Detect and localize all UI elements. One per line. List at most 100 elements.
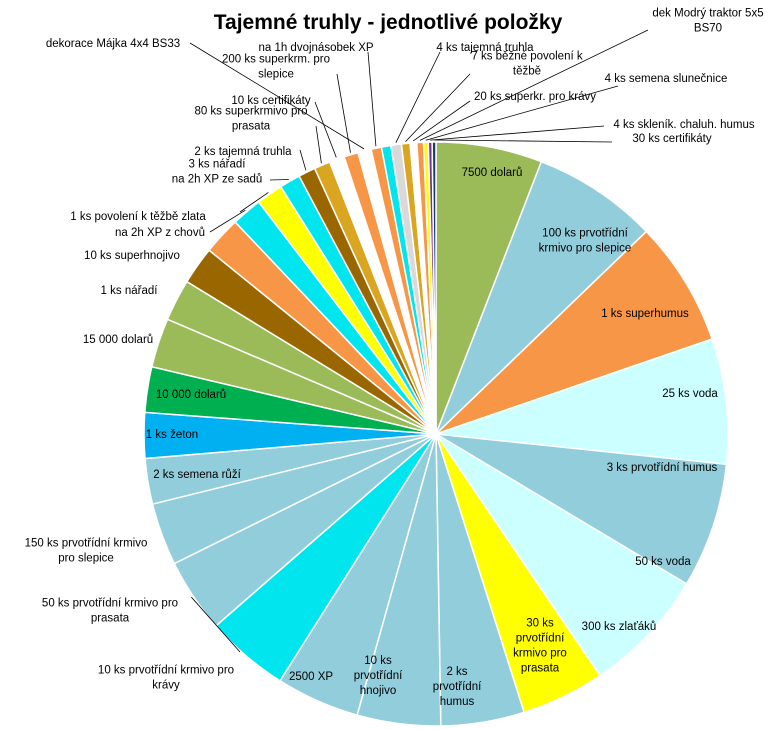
slice-label-line: 80 ks superkrmivo pro <box>194 106 307 118</box>
slice-label: 10 000 dolarů <box>156 389 226 401</box>
slice-label-line: 10 ks certifikáty <box>231 95 310 107</box>
leader-line <box>189 42 365 150</box>
slice-label-line: 4 ks skleník. chaluh. humus <box>613 119 755 131</box>
slice-label: 20 ks superkr. pro krávy <box>474 91 596 103</box>
leader-line <box>367 51 377 147</box>
slice-label: 50 ks voda <box>635 556 691 568</box>
slice-label: 2500 XP <box>289 671 333 683</box>
slice-label-line: krmivo pro slepice <box>539 243 632 255</box>
pie-slice <box>435 160 648 435</box>
slice-label: 10 ks certifikáty <box>231 95 310 107</box>
slice-label: 1 ks žeton <box>146 429 198 441</box>
pie-slice <box>435 433 728 585</box>
slice-label-line: humus <box>440 696 475 708</box>
slice-label: 25 ks voda <box>662 388 718 400</box>
slice-label: 4 ks tajemná truhla <box>436 42 534 54</box>
slice-label-line: slepice <box>258 69 294 81</box>
pie-slice <box>435 338 729 466</box>
slice-label-line: 10 ks superhnojivo <box>84 250 180 262</box>
slice-label-line: hnojivo <box>360 685 396 697</box>
slice-label-line: prasata <box>232 121 271 133</box>
slice-label-line: 4 ks tajemná truhla <box>436 42 534 54</box>
slice-label-line: 4 ks semena slunečnice <box>605 73 728 85</box>
slice-label-line: 30 ks certifikáty <box>632 133 711 145</box>
leader-line <box>425 85 619 141</box>
slice-label: 30 ks certifikáty <box>632 133 711 145</box>
slice-label-line: pro slepice <box>58 553 114 565</box>
slice-label: 300 ks zlaťáků <box>582 621 657 633</box>
slice-label-line: 10 ks prvotřídní krmivo pro <box>98 665 234 677</box>
slice-label-line: 7 ks běžné povolení k <box>471 51 582 63</box>
slice-label-line: krmivo pro <box>513 648 567 660</box>
slice-label: 200 ks superkrm. pro slepice <box>222 54 330 81</box>
slice-label: 10 ks prvotřídní krmivo pro krávy <box>98 665 234 692</box>
slice-label-line: 1 ks žeton <box>146 429 198 441</box>
slice-label-line: 1 ks nářadí <box>101 285 159 297</box>
leader-line <box>434 139 613 143</box>
slice-label: dekorace Májka 4x4 BS33 <box>46 38 180 50</box>
slice-label: 10 ks prvotřídní hnojivo <box>354 655 403 697</box>
slice-label: 15 000 dolarů <box>83 334 153 346</box>
leader-line <box>405 73 471 142</box>
leader-line <box>239 192 269 213</box>
slice-label-line: 10 ks <box>364 655 392 667</box>
slice-label-line: 10 000 dolarů <box>156 389 226 401</box>
slice-label-line: prasata <box>91 613 130 625</box>
slice-label-line: dek Modrý traktor 5x5 <box>652 8 763 20</box>
slice-label-line: 2 ks semena růží <box>153 469 241 481</box>
slice-label-line: 20 ks superkr. pro krávy <box>474 91 596 103</box>
slice-labels: 7500 dolarů 100 ks prvotřídní krmivo pro s… <box>25 8 764 709</box>
slice-label: na 1h dvojnásobek XP <box>258 42 373 54</box>
leader-line <box>209 209 246 233</box>
slice-label: 30 ks prvotřídní krmivo pro prasata <box>513 618 567 675</box>
slice-label-line: těžbě <box>513 66 541 78</box>
slice-label: 7500 dolarů <box>462 167 523 179</box>
slice-label-line: 3 ks prvotřídní humus <box>607 462 718 474</box>
slice-label: na 2h XP z chovů <box>115 227 205 239</box>
slice-label-line: na 1h dvojnásobek XP <box>258 42 373 54</box>
slice-label: 1 ks nářadí <box>101 285 159 297</box>
slice-label: 80 ks superkrmivo pro prasata <box>194 106 307 133</box>
leader-line <box>191 596 241 653</box>
slice-label-line: BS70 <box>694 23 722 35</box>
slice-label: 150 ks prvotřídní krmivo pro slepice <box>25 538 148 565</box>
chart-title: Tajemné truhly - jednotlivé položky <box>214 11 563 34</box>
slice-label: 7 ks běžné povolení k těžbě <box>471 51 582 78</box>
slice-label-line: 3 ks nářadí <box>189 159 247 171</box>
leader-line <box>299 149 307 171</box>
slice-label: 1 ks povolení k těžbě zlata <box>70 211 206 223</box>
slice-label: 100 ks prvotřídní krmivo pro slepice <box>539 228 632 255</box>
leader-line <box>419 29 649 141</box>
pie-slices <box>143 141 729 727</box>
slice-label-line: 2 ks tajemná truhla <box>194 146 292 158</box>
slice-label-line: prvotřídní <box>516 633 565 645</box>
slice-label-line: 2500 XP <box>289 671 333 683</box>
leader-line <box>314 101 337 158</box>
slice-label: 2 ks tajemná truhla <box>194 146 292 158</box>
leader-line <box>412 100 471 142</box>
slice-label: 10 ks superhnojivo <box>84 250 180 262</box>
slice-label: 3 ks nářadí na 2h XP ze sadů <box>172 159 263 186</box>
slice-label-line: prasata <box>521 663 560 675</box>
slice-label-line: 25 ks voda <box>662 388 718 400</box>
slice-label-line: 7500 dolarů <box>462 167 523 179</box>
leader-lines <box>189 29 649 653</box>
slice-label: 4 ks semena slunečnice <box>605 73 728 85</box>
pie-slice <box>435 433 688 677</box>
leader-line <box>430 125 605 141</box>
slice-label-line: 100 ks prvotřídní <box>542 228 628 240</box>
slice-label-line: 1 ks superhumus <box>601 308 689 320</box>
slice-label-line: 50 ks voda <box>635 556 691 568</box>
slice-label-line: 200 ks superkrm. pro <box>222 54 330 66</box>
slice-label-line: 150 ks prvotřídní krmivo <box>25 538 148 550</box>
slice-label: 50 ks prvotřídní krmivo pro prasata <box>42 598 178 625</box>
leader-line <box>336 73 351 153</box>
slice-label-line: prvotřídní <box>433 681 482 693</box>
slice-label-line: dekorace Májka 4x4 BS33 <box>46 38 180 50</box>
pie-slice <box>435 230 714 435</box>
slice-label-line: krávy <box>152 680 180 692</box>
pie-slice <box>431 141 437 435</box>
slice-label-line: na 2h XP ze sadů <box>172 174 263 186</box>
leader-line <box>269 179 289 181</box>
